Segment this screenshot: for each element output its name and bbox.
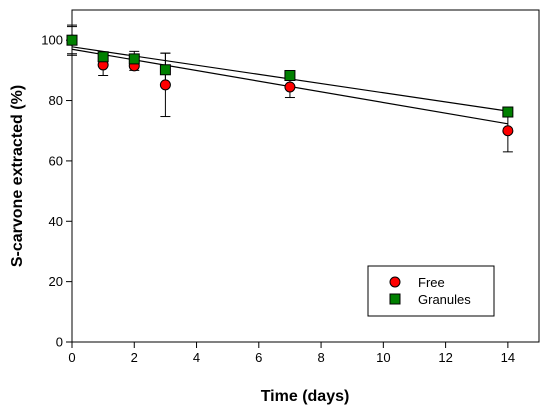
y-tick-label: 20	[49, 274, 63, 289]
point-granules	[502, 106, 514, 118]
legend-box	[367, 265, 495, 317]
y-tick-label: 80	[49, 93, 63, 108]
point-granules	[97, 51, 109, 63]
legend-granules-marker	[389, 293, 401, 305]
y-tick-label: 100	[41, 33, 63, 48]
legend-free-marker	[389, 276, 401, 288]
y-tick-label: 60	[49, 153, 63, 168]
y-tick-label: 0	[56, 335, 63, 350]
x-tick-label: 4	[193, 350, 200, 365]
x-tick-label: 0	[68, 350, 75, 365]
point-granules	[159, 64, 171, 76]
point-free	[284, 81, 296, 93]
point-granules	[128, 53, 140, 65]
legend: Free Granules	[367, 265, 495, 317]
data-points	[66, 34, 514, 137]
x-tick-label: 10	[376, 350, 390, 365]
y-tick-label: 40	[49, 214, 63, 229]
x-tick-label: 12	[438, 350, 452, 365]
y-axis: 0 20 40 60 80 100	[41, 33, 72, 350]
y-axis-title: S-carvone extracted (%)	[9, 85, 26, 267]
point-free	[159, 79, 171, 91]
x-axis-title: Time (days)	[261, 388, 350, 405]
legend-granules-label: Granules	[418, 292, 471, 307]
legend-free-label: Free	[418, 275, 445, 290]
point-granules	[66, 34, 78, 46]
point-free	[502, 125, 514, 137]
x-axis: 0 2 4 6 8 10 12 14	[68, 342, 515, 365]
x-tick-label: 6	[255, 350, 262, 365]
x-tick-label: 14	[501, 350, 515, 365]
x-tick-label: 8	[317, 350, 324, 365]
x-tick-label: 2	[131, 350, 138, 365]
point-granules	[284, 69, 296, 81]
